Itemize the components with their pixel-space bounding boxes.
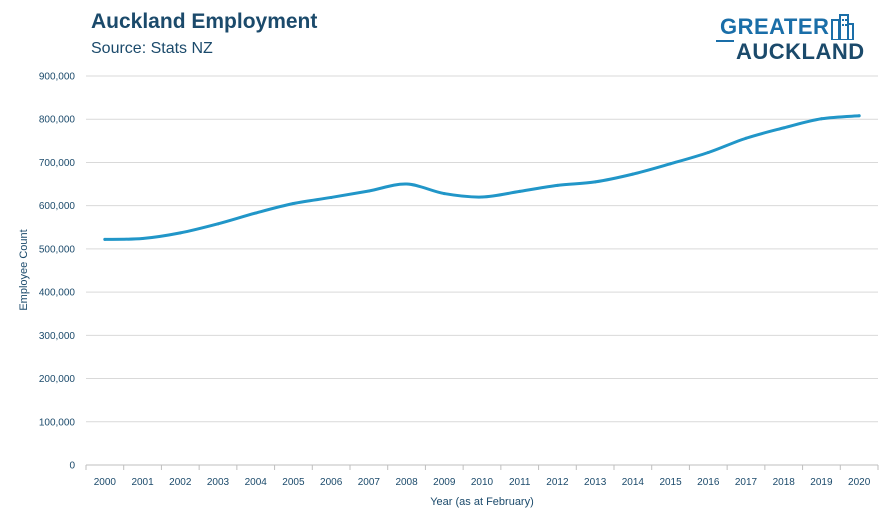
data-point — [782, 126, 786, 130]
data-point — [367, 189, 371, 193]
x-tick-label: 2011 — [509, 477, 531, 488]
data-point — [706, 151, 710, 155]
data-point — [819, 117, 823, 121]
x-tick-label: 2017 — [735, 477, 758, 488]
y-tick-label: 300,000 — [39, 331, 76, 342]
x-tick-label: 2015 — [659, 477, 682, 488]
y-tick-label: 700,000 — [39, 158, 76, 169]
x-tick-label: 2005 — [282, 477, 305, 488]
x-tick-label: 2009 — [433, 477, 456, 488]
logo-accent-rule — [716, 40, 734, 42]
x-tick-label: 2007 — [358, 477, 381, 488]
data-point — [744, 136, 748, 140]
x-tick-label: 2002 — [169, 477, 192, 488]
gridlines — [86, 75, 878, 466]
x-tick-label: 2020 — [848, 477, 871, 488]
y-tick-label: 0 — [69, 461, 75, 472]
y-tick-label: 500,000 — [39, 244, 76, 255]
x-tick-label: 2001 — [131, 477, 154, 488]
x-tick-label: 2013 — [584, 477, 607, 488]
y-tick-label: 200,000 — [39, 374, 76, 385]
logo-text-auckland: AUCKLAND — [736, 39, 865, 64]
y-axis-ticks: 0 100,000 200,000 300,000 400,000 500,000 600,… — [39, 72, 76, 472]
y-axis-label: Employee Count — [18, 229, 30, 310]
data-point — [291, 202, 295, 206]
data-point — [254, 211, 258, 215]
x-axis-label: Year (as at February) — [430, 496, 534, 508]
x-tick-label: 2019 — [810, 477, 833, 488]
x-tick-label: 2016 — [697, 477, 720, 488]
data-point — [329, 195, 333, 199]
data-point — [555, 183, 559, 187]
y-tick-label: 800,000 — [39, 115, 76, 126]
x-tick-label: 2006 — [320, 477, 343, 488]
data-point — [631, 172, 635, 176]
x-tick-label: 2018 — [773, 477, 796, 488]
x-tick-label: 2010 — [471, 477, 494, 488]
data-point — [669, 162, 673, 166]
chart-title: Auckland Employment — [91, 10, 318, 33]
x-tick-label: 2003 — [207, 477, 230, 488]
x-tick-label: 2008 — [395, 477, 418, 488]
x-tick-label: 2012 — [546, 477, 569, 488]
x-tick-label: 2004 — [245, 477, 268, 488]
chart-subtitle: Source: Stats NZ — [91, 40, 213, 57]
x-tick-label: 2000 — [94, 477, 117, 488]
data-point — [442, 192, 446, 196]
y-tick-label: 900,000 — [39, 72, 76, 83]
y-tick-label: 600,000 — [39, 201, 76, 212]
series-layer — [103, 114, 861, 241]
y-tick-label: 100,000 — [39, 417, 76, 428]
data-point — [518, 189, 522, 193]
data-point — [405, 182, 409, 186]
series-line — [103, 114, 861, 241]
data-point — [593, 180, 597, 184]
greater-auckland-logo: GREATER AUCKLAND — [716, 14, 881, 68]
y-tick-label: 400,000 — [39, 288, 76, 299]
data-point — [480, 195, 484, 199]
logo-text-greater: GREATER — [720, 14, 830, 39]
x-tick-label: 2014 — [622, 477, 645, 488]
data-point — [178, 231, 182, 235]
data-point — [216, 222, 220, 226]
data-point — [857, 114, 861, 118]
x-axis-ticks: 2000 2001 2002 2003 2004 2005 2006 2007 2008 2009… — [85, 465, 879, 488]
city-buildings-icon — [831, 14, 854, 40]
data-point — [141, 237, 145, 241]
data-point — [103, 237, 107, 241]
